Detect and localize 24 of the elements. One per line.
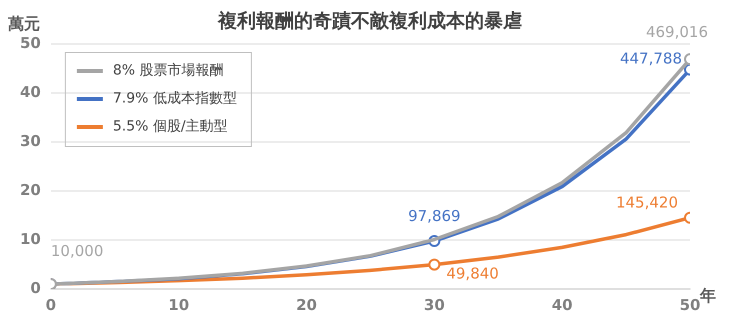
legend-label: 5.5% 個股/主動型 [112, 118, 228, 135]
chart-title: 複利報酬的奇蹟不敵複利成本的暴虐 [218, 10, 522, 32]
y-tick-label: 30 [20, 132, 41, 150]
x-tick-label: 40 [552, 296, 573, 314]
y-axis-title: 萬元 [8, 14, 40, 35]
annotation: 469,016 [646, 23, 708, 42]
annotation: 10,000 [50, 242, 104, 260]
annotation: 49,840 [446, 264, 499, 282]
x-tick-label: 20 [296, 296, 317, 314]
annotation: 145,420 [616, 194, 678, 212]
legend-label: 8% 股票市場報酬 [112, 62, 224, 79]
y-tick-label: 10 [20, 230, 41, 248]
annotation: 97,869 [408, 206, 461, 225]
y-tick-label: 0 [30, 278, 41, 297]
x-tick-label: 50 [680, 296, 700, 314]
y-tick-label: 40 [20, 82, 41, 101]
legend-label: 7.9% 低成本指數型 [112, 90, 237, 107]
x-axis-title: 年 [700, 286, 716, 305]
x-tick-label: 30 [424, 296, 445, 314]
y-tick-label: 20 [20, 180, 41, 199]
annotation: 447,788 [620, 49, 682, 68]
y-tick-label: 50 [20, 34, 41, 52]
x-tick-label: 0 [46, 296, 56, 314]
x-tick-label: 10 [168, 296, 190, 314]
